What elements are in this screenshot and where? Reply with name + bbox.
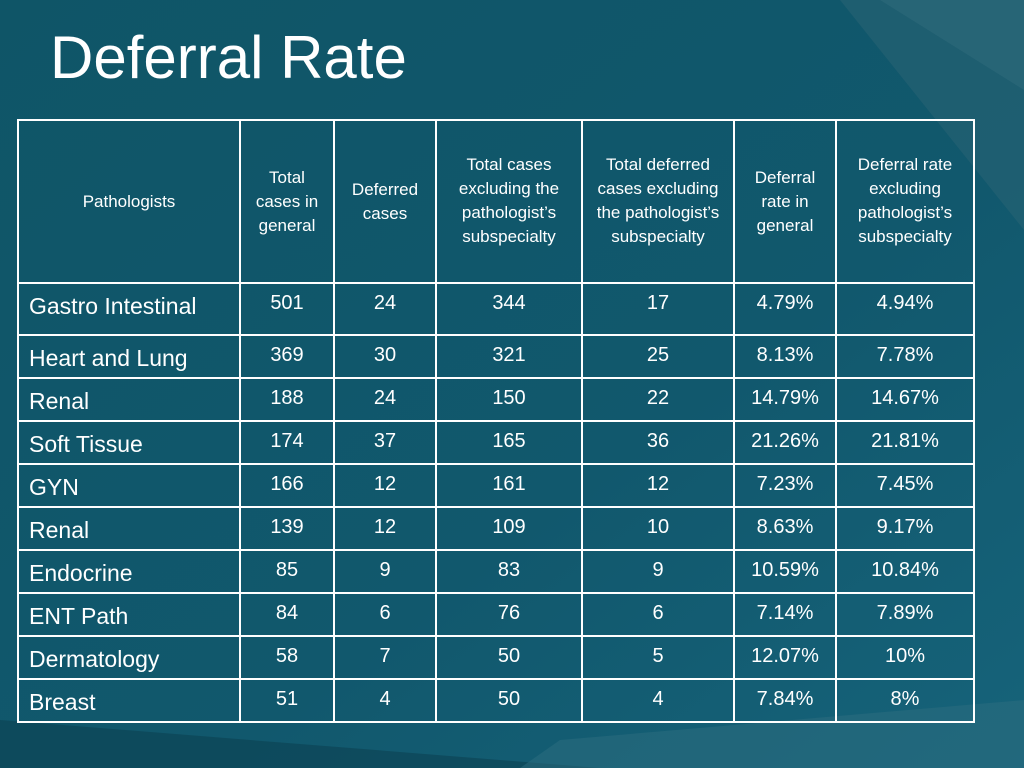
deferred-excl-cell: 4	[581, 678, 735, 723]
rate-excl-cell: 4.94%	[835, 282, 975, 336]
pathologist-name: ENT Path	[17, 592, 241, 637]
deferral-rate-table: Pathologists Total cases in general Defe…	[17, 119, 975, 723]
table-row: Breast 51 4 50 4 7.84% 8%	[17, 678, 975, 723]
pathologist-name: Renal	[17, 506, 241, 551]
total-excl-cell: 50	[435, 678, 583, 723]
slide-title: Deferral Rate	[50, 24, 407, 91]
header-deferred-cases-excluding: Total deferred cases excluding the patho…	[581, 119, 735, 284]
pathologist-name: Endocrine	[17, 549, 241, 594]
deferred-excl-cell: 22	[581, 377, 735, 422]
table-row: Endocrine 85 9 83 9 10.59% 10.84%	[17, 549, 975, 594]
pathologist-name: Gastro Intestinal	[17, 282, 241, 336]
pathologist-name: Renal	[17, 377, 241, 422]
rate-general-cell: 21.26%	[733, 420, 837, 465]
rate-excl-cell: 21.81%	[835, 420, 975, 465]
rate-general-cell: 14.79%	[733, 377, 837, 422]
total-excl-cell: 76	[435, 592, 583, 637]
total-cases-cell: 85	[239, 549, 335, 594]
rate-general-cell: 8.63%	[733, 506, 837, 551]
header-total-cases: Total cases in general	[239, 119, 335, 284]
deferred-cases-cell: 4	[333, 678, 437, 723]
rate-general-cell: 4.79%	[733, 282, 837, 336]
rate-excl-cell: 7.89%	[835, 592, 975, 637]
deferred-excl-cell: 6	[581, 592, 735, 637]
total-cases-cell: 139	[239, 506, 335, 551]
pathologist-name: GYN	[17, 463, 241, 508]
pathologist-name: Heart and Lung	[17, 334, 241, 379]
rate-excl-cell: 14.67%	[835, 377, 975, 422]
total-excl-cell: 50	[435, 635, 583, 680]
header-pathologists: Pathologists	[17, 119, 241, 284]
header-deferral-rate-general: Deferral rate in general	[733, 119, 837, 284]
table-row: Soft Tissue 174 37 165 36 21.26% 21.81%	[17, 420, 975, 465]
total-cases-cell: 188	[239, 377, 335, 422]
table-row: Heart and Lung 369 30 321 25 8.13% 7.78%	[17, 334, 975, 379]
pathologist-name: Soft Tissue	[17, 420, 241, 465]
rate-excl-cell: 8%	[835, 678, 975, 723]
rate-general-cell: 12.07%	[733, 635, 837, 680]
rate-excl-cell: 9.17%	[835, 506, 975, 551]
total-excl-cell: 83	[435, 549, 583, 594]
total-cases-cell: 84	[239, 592, 335, 637]
total-cases-cell: 166	[239, 463, 335, 508]
rate-general-cell: 7.14%	[733, 592, 837, 637]
total-excl-cell: 161	[435, 463, 583, 508]
table-row: Renal 188 24 150 22 14.79% 14.67%	[17, 377, 975, 422]
pathologist-name: Breast	[17, 678, 241, 723]
deferred-cases-cell: 30	[333, 334, 437, 379]
deferred-cases-cell: 24	[333, 282, 437, 336]
deferred-excl-cell: 9	[581, 549, 735, 594]
total-cases-cell: 58	[239, 635, 335, 680]
deferred-cases-cell: 12	[333, 506, 437, 551]
rate-excl-cell: 7.45%	[835, 463, 975, 508]
deferred-excl-cell: 5	[581, 635, 735, 680]
deferred-excl-cell: 25	[581, 334, 735, 379]
total-excl-cell: 321	[435, 334, 583, 379]
table-header-row: Pathologists Total cases in general Defe…	[17, 119, 975, 284]
rate-general-cell: 7.23%	[733, 463, 837, 508]
total-excl-cell: 109	[435, 506, 583, 551]
deferred-excl-cell: 12	[581, 463, 735, 508]
header-deferral-rate-excluding: Deferral rate excluding pathologist’s su…	[835, 119, 975, 284]
table-row: GYN 166 12 161 12 7.23% 7.45%	[17, 463, 975, 508]
deferred-cases-cell: 24	[333, 377, 437, 422]
total-cases-cell: 369	[239, 334, 335, 379]
deferred-excl-cell: 17	[581, 282, 735, 336]
header-deferred-cases: Deferred cases	[333, 119, 437, 284]
total-cases-cell: 501	[239, 282, 335, 336]
header-total-cases-excluding: Total cases excluding the pathologist’s …	[435, 119, 583, 284]
rate-excl-cell: 10%	[835, 635, 975, 680]
deferred-cases-cell: 12	[333, 463, 437, 508]
total-cases-cell: 174	[239, 420, 335, 465]
deferred-excl-cell: 10	[581, 506, 735, 551]
rate-general-cell: 10.59%	[733, 549, 837, 594]
deferred-cases-cell: 6	[333, 592, 437, 637]
rate-excl-cell: 7.78%	[835, 334, 975, 379]
deferred-cases-cell: 9	[333, 549, 437, 594]
total-cases-cell: 51	[239, 678, 335, 723]
deferred-cases-cell: 7	[333, 635, 437, 680]
rate-general-cell: 8.13%	[733, 334, 837, 379]
total-excl-cell: 344	[435, 282, 583, 336]
deferred-cases-cell: 37	[333, 420, 437, 465]
table-row: ENT Path 84 6 76 6 7.14% 7.89%	[17, 592, 975, 637]
deferred-excl-cell: 36	[581, 420, 735, 465]
pathologist-name: Dermatology	[17, 635, 241, 680]
table-row: Dermatology 58 7 50 5 12.07% 10%	[17, 635, 975, 680]
total-excl-cell: 165	[435, 420, 583, 465]
table-row: Renal 139 12 109 10 8.63% 9.17%	[17, 506, 975, 551]
total-excl-cell: 150	[435, 377, 583, 422]
rate-excl-cell: 10.84%	[835, 549, 975, 594]
table-row: Gastro Intestinal 501 24 344 17 4.79% 4.…	[17, 282, 975, 336]
rate-general-cell: 7.84%	[733, 678, 837, 723]
